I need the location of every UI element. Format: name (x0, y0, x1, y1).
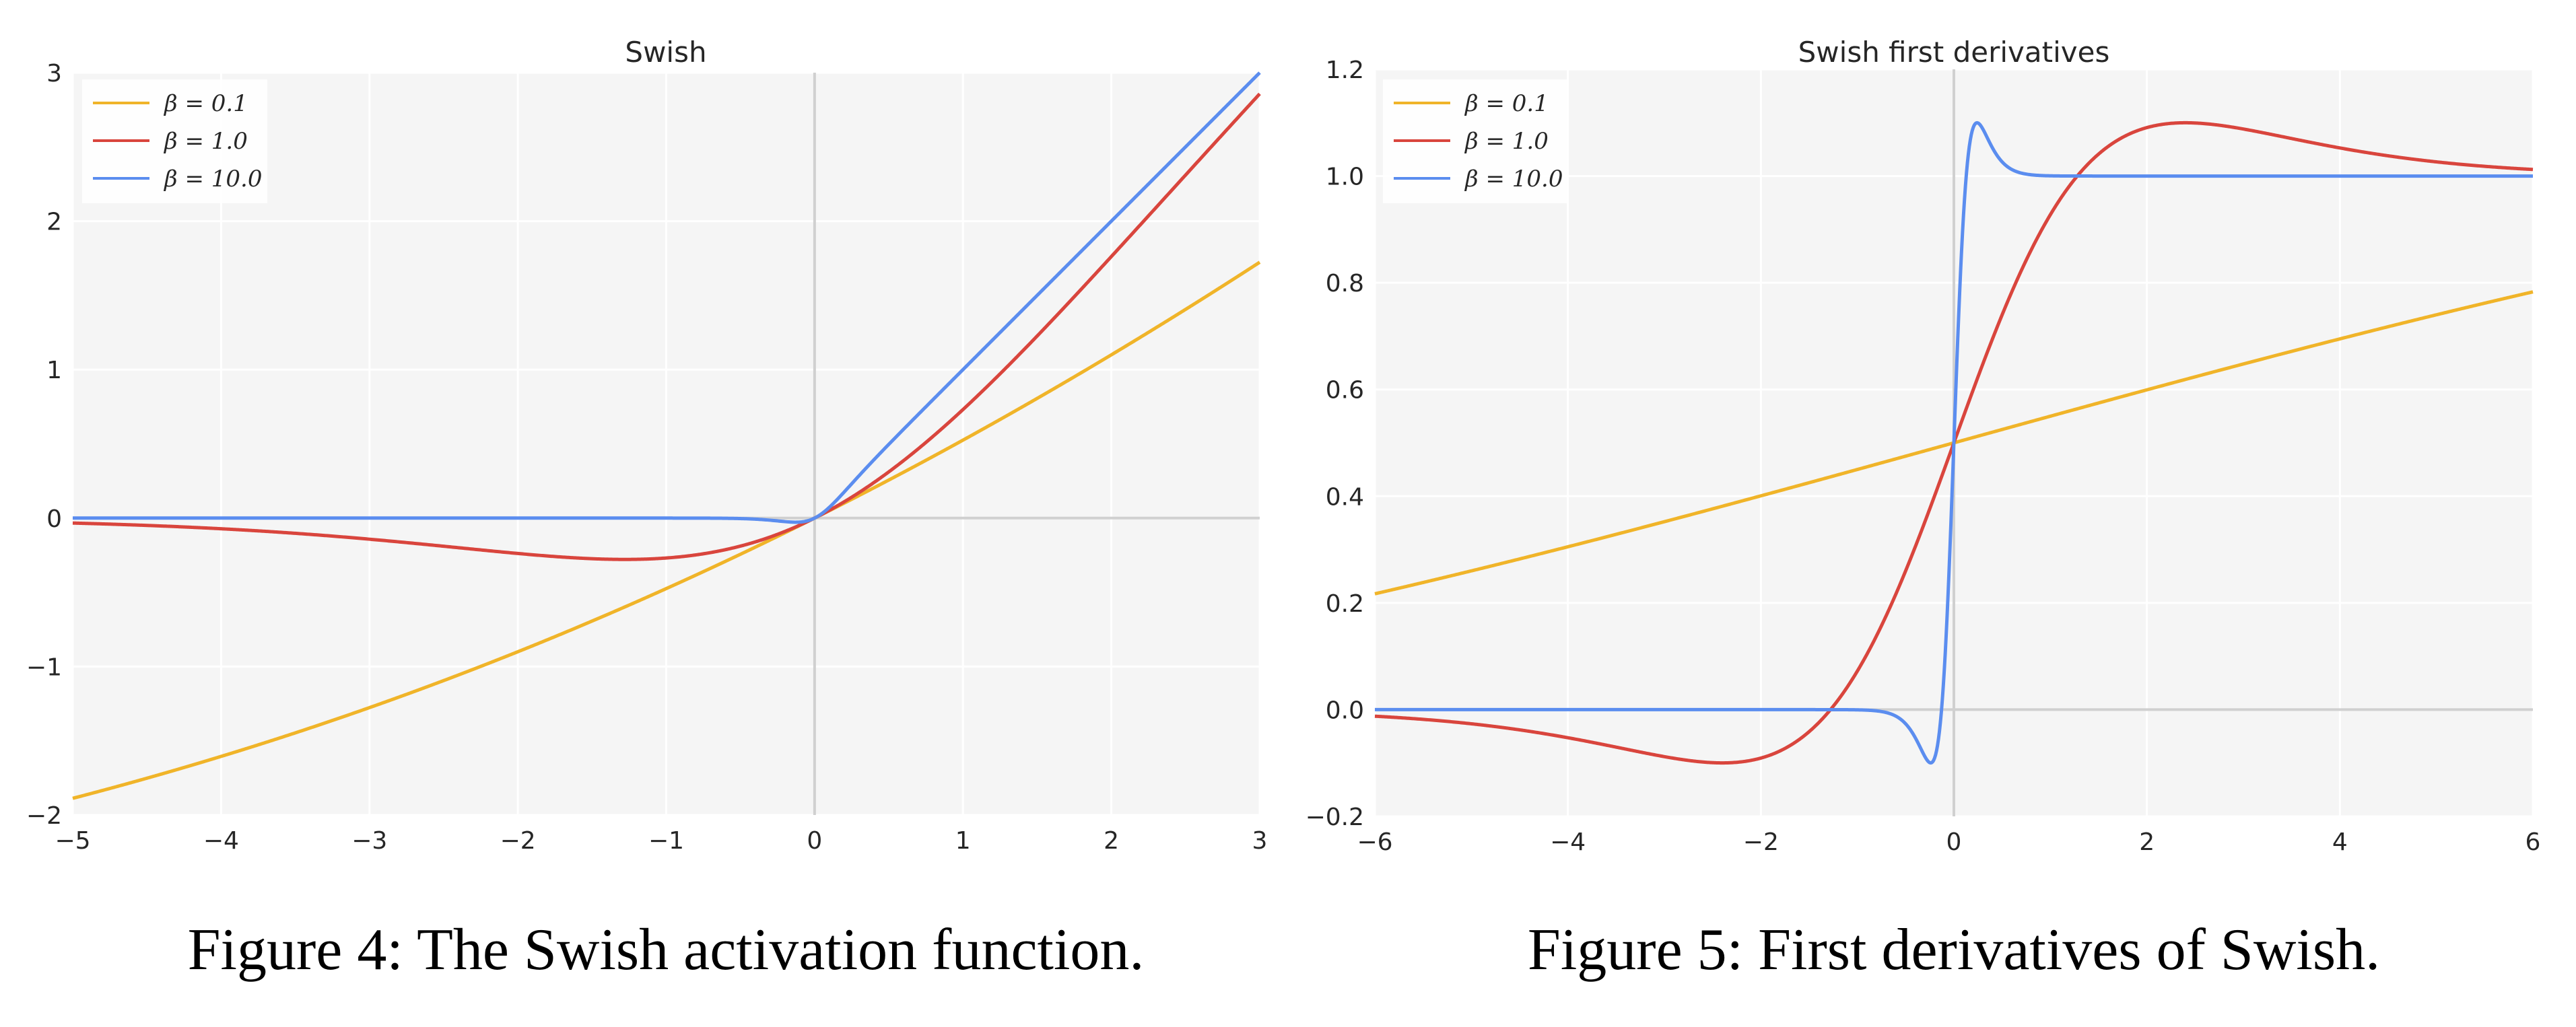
y-tick-label: 1.0 (1326, 164, 1364, 191)
chart-title-swish: Swish (625, 36, 706, 69)
y-tick-label: 2 (46, 209, 62, 236)
y-tick-label: 1.2 (1326, 57, 1364, 84)
y-tick-label: 0.0 (1326, 697, 1364, 724)
y-tick-label: 1 (46, 357, 62, 384)
x-tick-label: −1 (648, 827, 684, 855)
legend-label-beta-0-1: β = 0.1 (163, 90, 248, 117)
figure-caption-swish: Figure 4: The Swish activation function. (188, 917, 1145, 983)
x-tick-label: 0 (807, 827, 822, 855)
y-tick-label: −2 (26, 802, 62, 830)
x-tick-label: −4 (1550, 828, 1586, 856)
series-line-beta-1-0 (71, 92, 1261, 561)
chart-title-swish-derivatives: Swish first derivatives (1798, 36, 2110, 69)
x-tick-label: 1 (955, 827, 971, 855)
y-tick-label: −1 (26, 653, 62, 681)
series-line-beta-0-1 (71, 260, 1261, 800)
series-line-beta-10-0 (1374, 120, 2534, 765)
y-tick-label: 0.4 (1326, 483, 1364, 511)
y-ticks-swish: −2 −1 0 1 2 3 (26, 60, 62, 830)
legend-label-beta-10-0: β = 10.0 (1464, 166, 1563, 192)
series-lines-swish (71, 71, 1261, 800)
y-tick-label: 0 (46, 505, 62, 533)
y-tick-label: 0.2 (1326, 590, 1364, 618)
grid-swish (71, 71, 1261, 816)
legend-swish-derivatives: β = 0.1 β = 1.0 β = 10.0 (1383, 79, 1568, 203)
x-tick-label: 2 (1104, 827, 1119, 855)
x-tick-label: 6 (2526, 828, 2541, 856)
legend-label-beta-10-0: β = 10.0 (163, 166, 262, 192)
chart-swish: Swish −5 −4 −3 −2 −1 0 1 2 3 −2 −1 0 1 2 3 β = 0.1 β … (26, 36, 1268, 983)
x-tick-label: −5 (55, 827, 90, 855)
y-tick-label: 0.8 (1326, 270, 1364, 297)
series-lines-swish-derivatives (1374, 120, 2534, 765)
y-tick-label: 0.6 (1326, 377, 1364, 404)
legend-label-beta-1-0: β = 1.0 (163, 128, 248, 155)
legend-label-beta-1-0: β = 1.0 (1464, 128, 1549, 155)
x-tick-label: 0 (1946, 828, 1962, 856)
y-ticks-swish-derivatives: −0.2 0.0 0.2 0.4 0.6 0.8 1.0 1.2 (1306, 57, 1364, 831)
x-tick-label: 2 (2139, 828, 2155, 856)
y-tick-label: −0.2 (1306, 804, 1364, 831)
x-tick-label: 3 (1252, 827, 1268, 855)
series-line-beta-10-0 (71, 71, 1261, 524)
y-tick-label: 3 (46, 60, 62, 87)
x-tick-label: −2 (1743, 828, 1779, 856)
x-tick-label: −3 (351, 827, 387, 855)
chart-swish-derivatives: Swish first derivatives −6 −4 −2 0 2 4 6 −0.2 0… (1306, 36, 2541, 983)
x-tick-label: 4 (2332, 828, 2348, 856)
figure-caption-swish-derivatives: Figure 5: First derivatives of Swish. (1528, 917, 2380, 983)
x-ticks-swish: −5 −4 −3 −2 −1 0 1 2 3 (55, 827, 1267, 855)
legend-swish: β = 0.1 β = 1.0 β = 10.0 (82, 79, 267, 203)
x-tick-label: −2 (500, 827, 536, 855)
x-tick-label: −6 (1357, 828, 1392, 856)
x-tick-label: −4 (203, 827, 239, 855)
legend-label-beta-0-1: β = 0.1 (1464, 90, 1549, 117)
x-ticks-swish-derivatives: −6 −4 −2 0 2 4 6 (1357, 828, 2540, 856)
